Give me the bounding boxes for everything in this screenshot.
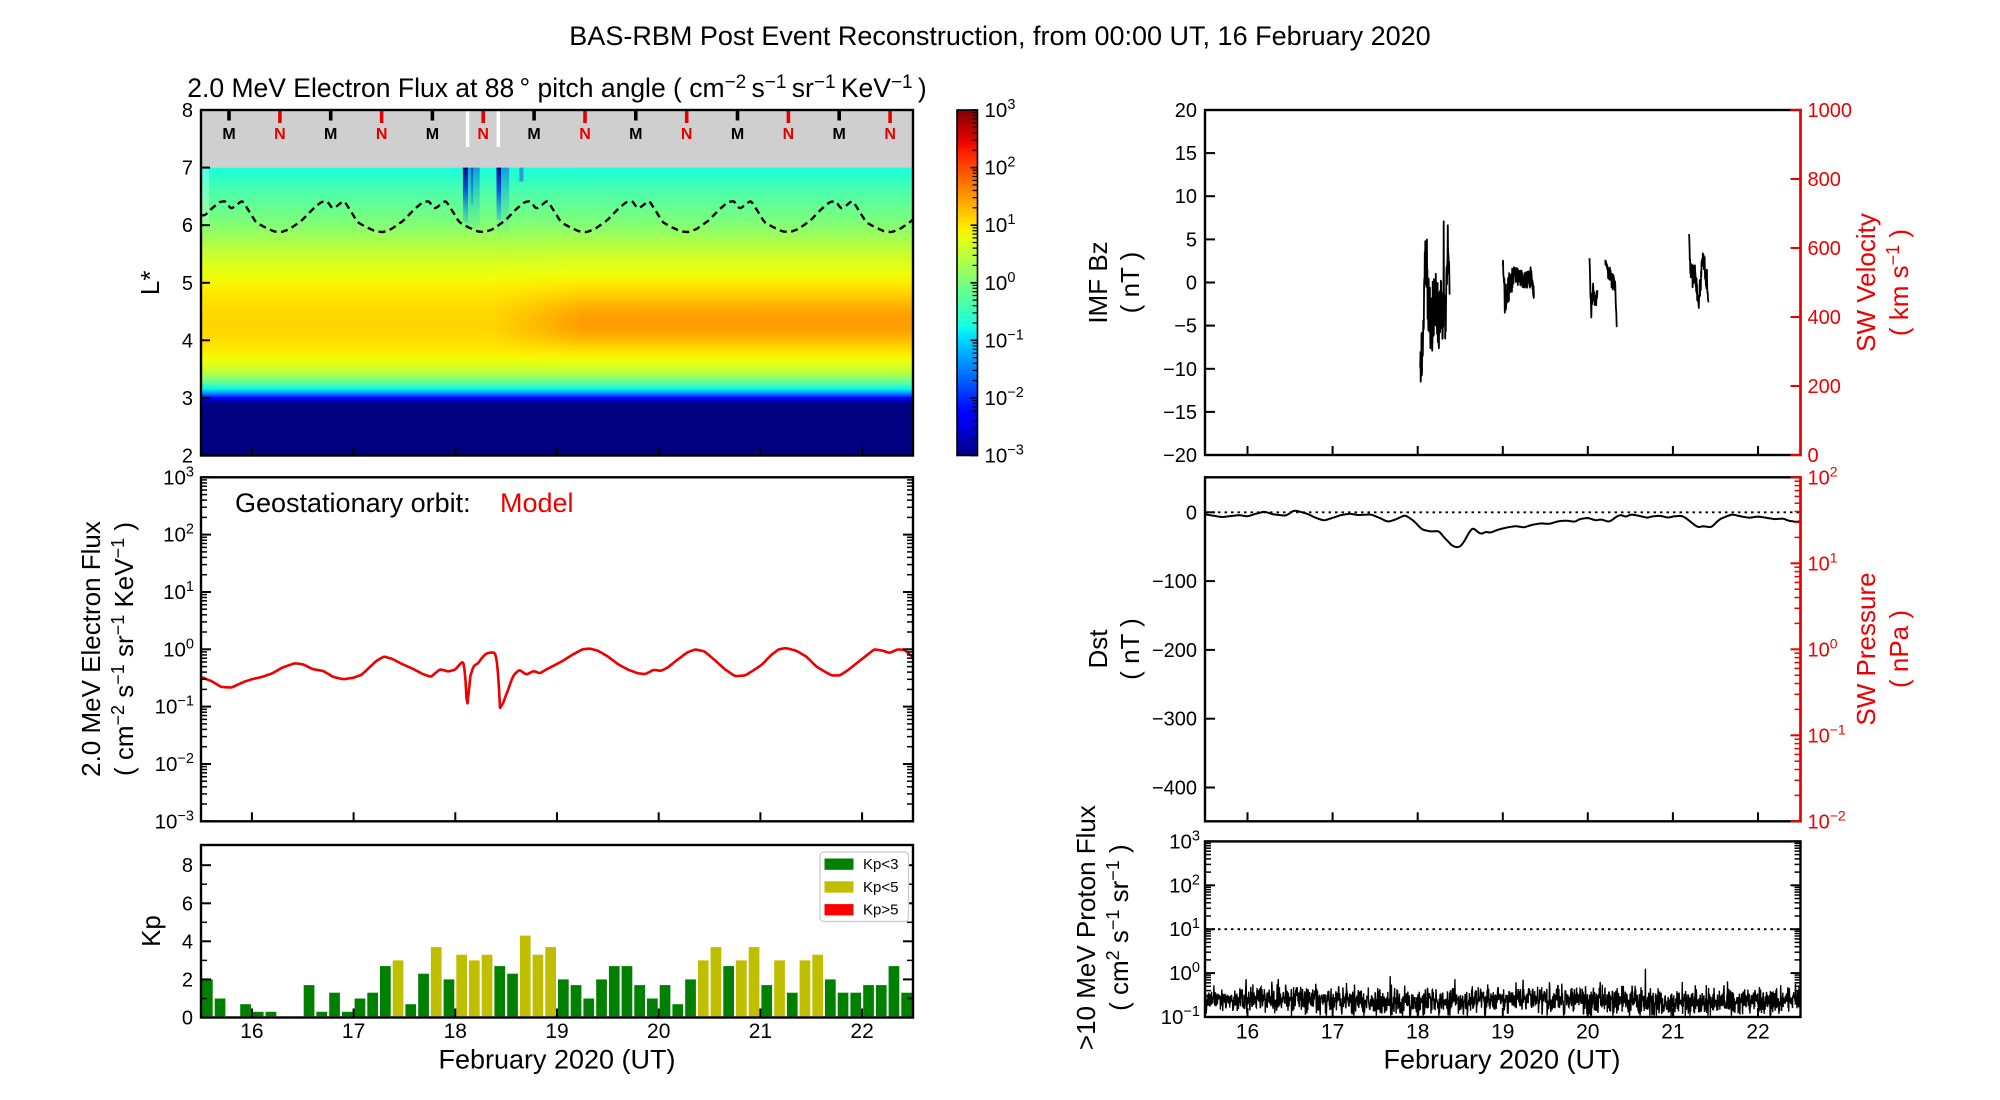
svg-text:−15: −15 (1163, 402, 1197, 424)
svg-text:( cm2 s−1 sr−1 ): ( cm2 s−1 sr−1 ) (1103, 844, 1134, 1011)
svg-text:2: 2 (182, 446, 193, 468)
svg-text:−300: −300 (1152, 709, 1197, 731)
svg-text:20: 20 (1576, 1021, 1599, 1044)
svg-text:( nPa ): ( nPa ) (1884, 610, 1914, 688)
svg-text:N: N (477, 126, 489, 143)
svg-text:10−1: 10−1 (155, 694, 194, 719)
svg-text:2: 2 (182, 969, 193, 991)
svg-text:22: 22 (850, 1020, 873, 1043)
svg-text:−400: −400 (1152, 778, 1197, 800)
svg-text:5: 5 (182, 273, 193, 295)
svg-text:600: 600 (1808, 238, 1841, 260)
svg-text:Kp<3: Kp<3 (863, 856, 898, 873)
svg-text:800: 800 (1808, 169, 1841, 191)
svg-text:N: N (884, 126, 896, 143)
svg-text:6: 6 (182, 215, 193, 237)
svg-text:4: 4 (182, 330, 193, 352)
svg-text:( km s−1 ): ( km s−1 ) (1883, 229, 1914, 336)
svg-text:( nT ): ( nT ) (1115, 252, 1145, 314)
svg-text:M: M (629, 126, 642, 143)
svg-text:19: 19 (1491, 1021, 1514, 1044)
svg-text:−5: −5 (1174, 316, 1197, 338)
svg-text:−100: −100 (1152, 571, 1197, 593)
svg-text:N: N (274, 126, 286, 143)
svg-text:0: 0 (1186, 502, 1197, 524)
svg-text:M: M (527, 126, 540, 143)
svg-text:−20: −20 (1163, 445, 1197, 467)
svg-text:−200: −200 (1152, 640, 1197, 662)
svg-text:7: 7 (182, 158, 193, 180)
svg-text:16: 16 (1236, 1021, 1259, 1044)
svg-text:3: 3 (182, 388, 193, 410)
svg-text:2.0 MeV Electron Flux: 2.0 MeV Electron Flux (76, 521, 106, 777)
svg-text:8: 8 (182, 855, 193, 877)
svg-text:Geostationary orbit:: Geostationary orbit: (235, 488, 471, 518)
svg-text:0: 0 (182, 1008, 193, 1030)
svg-text:1000: 1000 (1808, 100, 1853, 122)
svg-text:18: 18 (444, 1020, 467, 1043)
svg-text:February 2020 (UT): February 2020 (UT) (438, 1045, 675, 1075)
svg-text:20: 20 (647, 1020, 670, 1043)
svg-text:10−2: 10−2 (155, 751, 194, 776)
svg-text:21: 21 (749, 1020, 772, 1043)
svg-text:IMF Bz: IMF Bz (1083, 241, 1113, 323)
svg-text:17: 17 (1321, 1021, 1344, 1044)
svg-text:SW Pressure: SW Pressure (1851, 572, 1881, 725)
svg-text:Kp>5: Kp>5 (863, 902, 898, 919)
svg-text:22: 22 (1746, 1021, 1769, 1044)
svg-text:M: M (833, 126, 846, 143)
svg-text:10−1: 10−1 (1161, 1004, 1200, 1029)
svg-text:5: 5 (1186, 229, 1197, 251)
svg-text:M: M (324, 126, 337, 143)
svg-text:M: M (731, 126, 744, 143)
svg-text:M: M (426, 126, 439, 143)
svg-text:10: 10 (1175, 186, 1197, 208)
svg-text:0: 0 (1808, 445, 1819, 467)
svg-text:18: 18 (1406, 1021, 1429, 1044)
svg-text:N: N (783, 126, 795, 143)
svg-text:0: 0 (1186, 273, 1197, 295)
svg-text:( cm−2 s−1 sr−1 KeV−1 ): ( cm−2 s−1 sr−1 KeV−1 ) (108, 522, 139, 776)
svg-text:2.0 MeV Electron Flux at 88 °: 2.0 MeV Electron Flux at 88 ° pitch angl… (187, 72, 927, 103)
svg-text:February 2020 (UT): February 2020 (UT) (1383, 1045, 1620, 1075)
svg-text:SW Velocity: SW Velocity (1851, 213, 1881, 352)
svg-text:N: N (681, 126, 693, 143)
svg-text:Dst: Dst (1083, 629, 1113, 669)
svg-text:10−1: 10−1 (1808, 721, 1846, 747)
svg-text:102: 102 (985, 155, 1016, 180)
svg-text:4: 4 (182, 931, 193, 953)
svg-text:6: 6 (182, 893, 193, 915)
svg-text:200: 200 (1808, 376, 1841, 398)
svg-text:−10: −10 (1163, 359, 1197, 381)
svg-text:( nT ): ( nT ) (1115, 618, 1145, 680)
svg-text:Kp<5: Kp<5 (863, 879, 898, 896)
svg-text:Model: Model (500, 488, 574, 518)
svg-text:19: 19 (545, 1020, 568, 1043)
svg-text:17: 17 (342, 1020, 365, 1043)
svg-text:M: M (222, 126, 235, 143)
svg-text:>10 MeV Proton Flux: >10 MeV Proton Flux (1071, 805, 1101, 1050)
svg-text:16: 16 (240, 1020, 263, 1043)
svg-text:400: 400 (1808, 307, 1841, 329)
svg-text:21: 21 (1661, 1021, 1684, 1044)
svg-text:15: 15 (1175, 143, 1197, 165)
svg-text:Kp: Kp (136, 915, 166, 947)
svg-text:8: 8 (182, 100, 193, 122)
svg-text:20: 20 (1175, 100, 1197, 122)
svg-text:L*: L* (135, 271, 165, 296)
svg-text:BAS-RBM Post Event Reconstruct: BAS-RBM Post Event Reconstruction, from … (569, 21, 1430, 51)
svg-text:N: N (579, 126, 591, 143)
svg-text:N: N (376, 126, 388, 143)
